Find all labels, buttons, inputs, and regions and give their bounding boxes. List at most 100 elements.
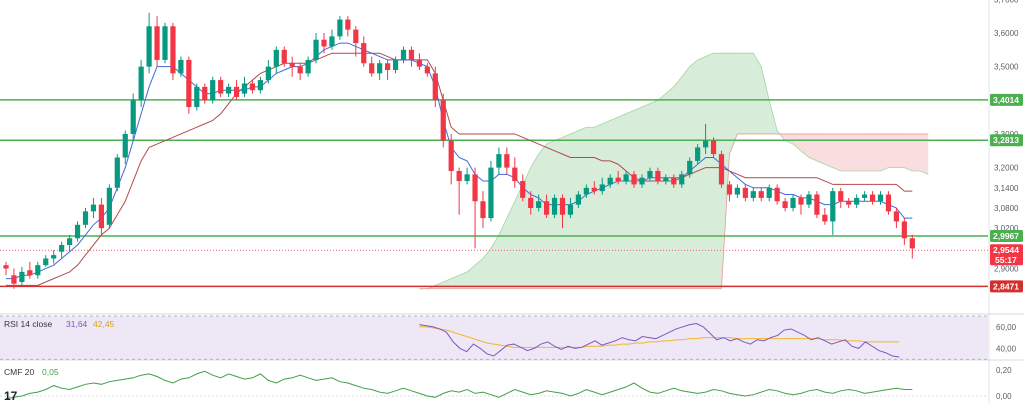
candle[interactable]: [210, 76, 216, 104]
candle[interactable]: [186, 56, 192, 114]
candle[interactable]: [146, 12, 152, 74]
candle[interactable]: [472, 167, 478, 249]
candle[interactable]: [583, 184, 589, 198]
candle[interactable]: [440, 93, 446, 148]
candle[interactable]: [98, 197, 104, 235]
candle[interactable]: [82, 207, 89, 229]
candle[interactable]: [432, 66, 438, 108]
price-axis[interactable]: 3,70003,60003,50003,40003,30003,20003,14…: [990, 0, 1023, 401]
candle[interactable]: [345, 16, 351, 37]
candle[interactable]: [74, 221, 81, 242]
candle[interactable]: [361, 36, 367, 67]
candle[interactable]: [869, 191, 876, 205]
candle[interactable]: [822, 207, 828, 225]
candle[interactable]: [90, 197, 97, 219]
candle[interactable]: [377, 59, 383, 81]
candle[interactable]: [27, 261, 33, 279]
candle[interactable]: [305, 56, 311, 77]
candle[interactable]: [901, 218, 907, 245]
candle[interactable]: [448, 133, 454, 185]
rsi-pane[interactable]: [0, 315, 988, 360]
candle[interactable]: [321, 33, 327, 54]
candle[interactable]: [496, 147, 502, 175]
candle[interactable]: [408, 46, 415, 67]
candle[interactable]: [233, 80, 240, 101]
candle[interactable]: [178, 56, 184, 77]
candle[interactable]: [11, 268, 17, 289]
candle[interactable]: [520, 174, 526, 202]
candle[interactable]: [480, 191, 486, 229]
candle[interactable]: [392, 56, 399, 74]
candle[interactable]: [663, 174, 669, 185]
candle[interactable]: [838, 187, 844, 208]
candle[interactable]: [551, 194, 558, 219]
candle[interactable]: [464, 167, 470, 185]
candle[interactable]: [329, 29, 335, 50]
candle[interactable]: [226, 83, 232, 97]
candle[interactable]: [257, 76, 263, 94]
candle[interactable]: [862, 191, 868, 202]
candle[interactable]: [758, 187, 764, 202]
candle[interactable]: [615, 170, 621, 185]
candle[interactable]: [297, 63, 303, 81]
candle[interactable]: [877, 191, 884, 205]
candle[interactable]: [424, 63, 430, 77]
candle[interactable]: [909, 234, 915, 259]
candle[interactable]: [162, 22, 168, 64]
candle[interactable]: [194, 83, 200, 111]
candle[interactable]: [567, 197, 574, 219]
candle[interactable]: [790, 194, 796, 212]
candle[interactable]: [43, 255, 49, 267]
candle[interactable]: [655, 167, 661, 185]
candle[interactable]: [687, 157, 693, 178]
candle[interactable]: [35, 261, 41, 279]
candle[interactable]: [289, 56, 295, 77]
candle[interactable]: [385, 59, 391, 81]
candle[interactable]: [512, 157, 518, 188]
candle[interactable]: [734, 184, 740, 198]
candle[interactable]: [742, 184, 748, 202]
candle[interactable]: [488, 160, 494, 222]
candle[interactable]: [703, 123, 709, 155]
candle[interactable]: [114, 154, 120, 192]
candle[interactable]: [536, 194, 542, 212]
candle[interactable]: [806, 191, 812, 208]
candle[interactable]: [575, 191, 581, 208]
candle[interactable]: [122, 130, 128, 165]
candle[interactable]: [631, 170, 637, 188]
candle[interactable]: [639, 174, 645, 188]
candle[interactable]: [202, 83, 208, 104]
candle[interactable]: [774, 184, 780, 205]
candle[interactable]: [337, 16, 343, 40]
candle[interactable]: [750, 187, 756, 202]
candle[interactable]: [170, 22, 176, 81]
candle[interactable]: [281, 46, 287, 67]
candle[interactable]: [766, 184, 772, 202]
candle[interactable]: [854, 194, 860, 208]
candle[interactable]: [814, 191, 820, 219]
candle[interactable]: [249, 80, 256, 94]
candle[interactable]: [400, 46, 407, 64]
candle[interactable]: [273, 46, 279, 74]
candle[interactable]: [710, 137, 717, 158]
candle[interactable]: [241, 76, 248, 97]
candle[interactable]: [3, 261, 9, 276]
candle[interactable]: [369, 56, 375, 77]
candle[interactable]: [599, 177, 605, 195]
candle[interactable]: [544, 194, 550, 219]
cmf-pane[interactable]: [0, 370, 988, 400]
candle[interactable]: [591, 181, 597, 195]
candle[interactable]: [671, 174, 677, 188]
candle[interactable]: [846, 197, 852, 208]
candle[interactable]: [885, 191, 892, 215]
candle[interactable]: [726, 181, 733, 202]
candle[interactable]: [19, 266, 25, 286]
candle[interactable]: [679, 170, 685, 188]
candle[interactable]: [353, 26, 359, 57]
candle[interactable]: [456, 167, 462, 215]
candle[interactable]: [782, 197, 788, 212]
candle[interactable]: [528, 191, 534, 215]
candle[interactable]: [830, 187, 836, 235]
